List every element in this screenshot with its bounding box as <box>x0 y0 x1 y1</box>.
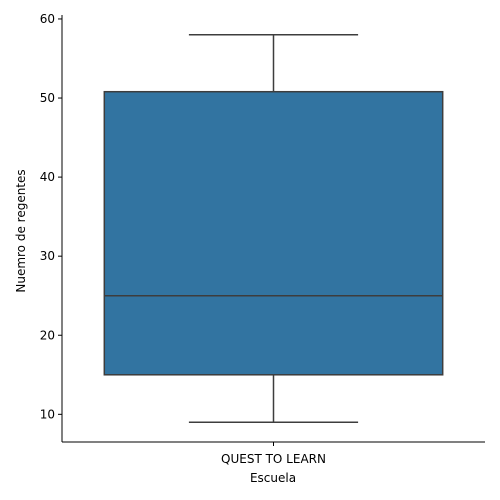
y-tick-label: 60 <box>40 12 55 26</box>
y-tick-label: 30 <box>40 249 55 263</box>
y-tick-label: 40 <box>40 170 55 184</box>
y-tick-label: 50 <box>40 91 55 105</box>
y-axis-ticks: 10 20 30 40 50 60 <box>40 12 62 421</box>
box-plot-area <box>103 34 444 423</box>
y-tick-label: 10 <box>40 407 55 421</box>
y-tick-label: 20 <box>40 328 55 342</box>
x-axis-ticks: QUEST TO LEARN <box>221 442 326 466</box>
y-axis-label: Nuemro de regentes <box>14 169 28 292</box>
x-tick-label: QUEST TO LEARN <box>221 452 326 466</box>
x-axis-label: Escuela <box>250 471 296 485</box>
box-iqr <box>103 90 444 376</box>
